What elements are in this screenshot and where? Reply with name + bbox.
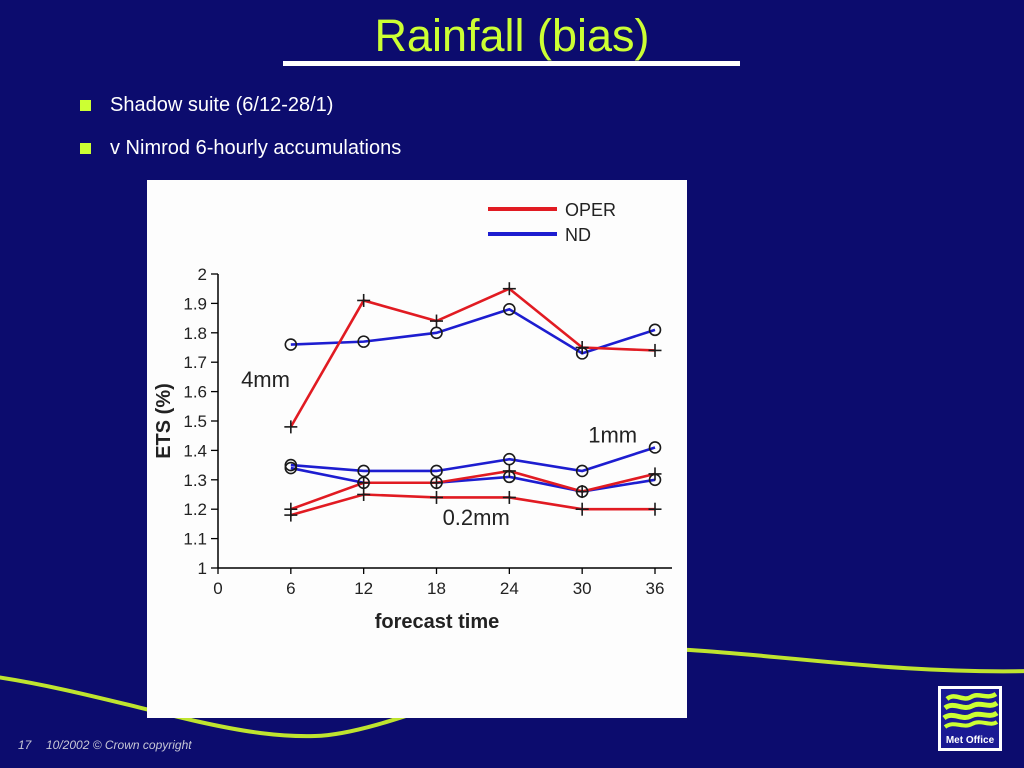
bullet-item: v Nimrod 6-hourly accumulations <box>80 137 401 160</box>
svg-text:1.5: 1.5 <box>183 412 207 431</box>
svg-text:1.9: 1.9 <box>183 294 207 313</box>
svg-text:0: 0 <box>213 579 222 598</box>
logo-text: Met Office <box>945 735 995 746</box>
bullet-item: Shadow suite (6/12-28/1) <box>80 94 333 117</box>
svg-text:18: 18 <box>427 579 446 598</box>
svg-text:2: 2 <box>198 265 207 284</box>
svg-text:1.3: 1.3 <box>183 471 207 490</box>
svg-text:1.2: 1.2 <box>183 500 207 519</box>
svg-text:4mm: 4mm <box>241 367 290 392</box>
svg-text:1.1: 1.1 <box>183 530 207 549</box>
svg-text:1.7: 1.7 <box>183 353 207 372</box>
page-number: 17 <box>18 738 32 752</box>
svg-text:24: 24 <box>500 579 519 598</box>
svg-text:0.2mm: 0.2mm <box>443 505 510 530</box>
svg-text:1.4: 1.4 <box>183 441 207 460</box>
copyright-text: 10/2002 © Crown copyright <box>46 738 192 752</box>
svg-text:6: 6 <box>286 579 295 598</box>
svg-text:1: 1 <box>198 559 207 578</box>
svg-text:36: 36 <box>646 579 665 598</box>
svg-text:1.6: 1.6 <box>183 383 207 402</box>
svg-text:forecast time: forecast time <box>375 611 500 633</box>
svg-text:OPER: OPER <box>565 200 616 220</box>
svg-text:1mm: 1mm <box>588 423 637 448</box>
bullet-square-icon <box>80 100 91 111</box>
svg-text:12: 12 <box>354 579 373 598</box>
bullet-text: Shadow suite (6/12-28/1) <box>110 94 334 116</box>
bullet-square-icon <box>80 143 91 154</box>
svg-text:1.8: 1.8 <box>183 324 207 343</box>
svg-text:ETS (%): ETS (%) <box>153 383 175 459</box>
met-office-logo: Met Office <box>938 686 1002 751</box>
chart-panel: 2 1.9 1.8 1.7 1.6 1.5 1.4 1.3 1.2 1.1 1 0 6 12 18 24 30 3… <box>147 180 687 718</box>
svg-text:30: 30 <box>573 579 592 598</box>
logo-waves-icon <box>942 691 999 729</box>
title-underline <box>283 61 740 66</box>
svg-text:ND: ND <box>565 225 591 245</box>
bullet-text: v Nimrod 6-hourly accumulations <box>110 137 402 159</box>
ets-chart: 2 1.9 1.8 1.7 1.6 1.5 1.4 1.3 1.2 1.1 10 6 12 18 24 30 3… <box>153 200 672 633</box>
page-title: Rainfall (bias) <box>374 10 650 61</box>
